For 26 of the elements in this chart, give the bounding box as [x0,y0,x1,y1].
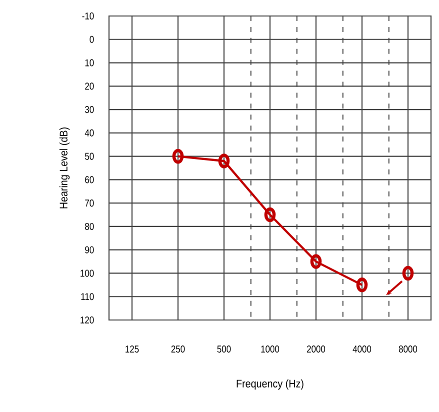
y-tick-label: 110 [81,293,94,300]
y-tick-label: 80 [85,222,94,230]
y-tick-label: 70 [85,200,94,207]
y-tick-label: 90 [85,246,94,254]
x-tick-label: 500 [217,346,231,353]
x-tick-label: 1000 [261,346,280,353]
y-tick-label: 30 [85,106,94,114]
y-tick-label: 20 [85,82,94,90]
y-tick-label: 120 [80,316,94,324]
point [310,254,322,269]
y-tick-label: 60 [85,176,94,184]
x-tick-label: 250 [171,346,185,353]
x-axis-title: Frequency (Hz) [236,379,304,390]
y-tick-label: 10 [85,59,94,66]
x-tick-label: 8000 [398,346,418,353]
y-tick-label: 40 [84,129,94,136]
y-tick-label: 100 [80,270,94,277]
point [218,154,230,168]
y-tick-label: -10 [82,12,94,20]
point [264,207,276,222]
x-tick-label: 4000 [352,346,372,353]
x-tick-label: 125 [126,346,139,353]
x-tick-label: 2000 [307,346,326,353]
y-axis-title: Hearing Level (dB) [59,128,70,208]
y-tick-label: 0 [90,36,94,43]
y-tick-label: 50 [85,152,94,160]
